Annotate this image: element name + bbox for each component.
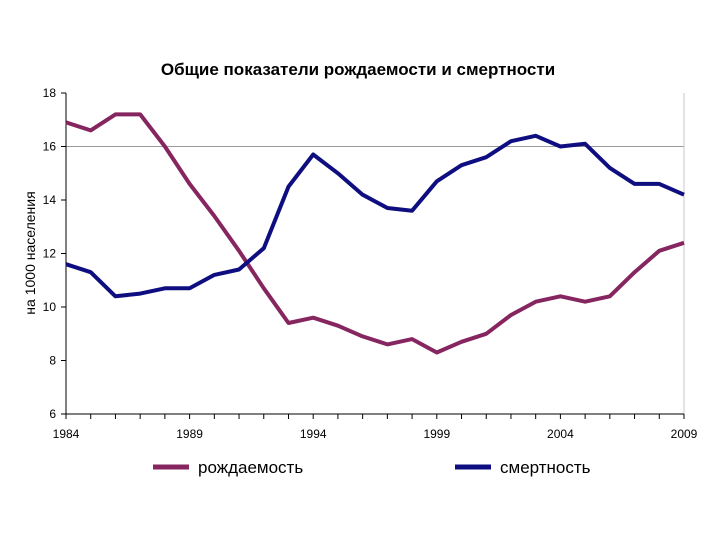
series-lines <box>65 112 685 355</box>
y-tick-label: 6 <box>49 407 56 421</box>
series-line-1 <box>65 112 685 355</box>
legend-label-2: смертность <box>500 458 591 477</box>
x-tick-label: 2004 <box>547 427 574 441</box>
y-tick-label: 10 <box>43 300 57 314</box>
x-ticks: 1984 1989 1994 1999 2004 2009 <box>53 414 698 441</box>
grid <box>66 93 685 414</box>
x-tick-label: 1984 <box>53 427 80 441</box>
series-line-2 <box>65 133 685 299</box>
x-tick-label: 1994 <box>300 427 327 441</box>
x-tick-label: 2009 <box>671 427 698 441</box>
legend-label-1: рождаемость <box>198 458 303 477</box>
y-tick-label: 12 <box>43 247 57 261</box>
y-tick-label: 16 <box>43 140 57 154</box>
legend: рождаемость смертность <box>153 458 591 477</box>
y-axis-label: на 1000 населения <box>22 191 38 314</box>
y-tick-label: 14 <box>43 193 57 207</box>
x-tick-label: 1999 <box>423 427 450 441</box>
x-tick-label: 1989 <box>176 427 203 441</box>
y-ticks: 6 8 10 12 14 16 18 <box>43 86 66 421</box>
y-tick-label: 18 <box>43 86 57 100</box>
chart-title: Общие показатели рождаемости и смертност… <box>161 60 555 79</box>
y-tick-label: 8 <box>49 354 56 368</box>
